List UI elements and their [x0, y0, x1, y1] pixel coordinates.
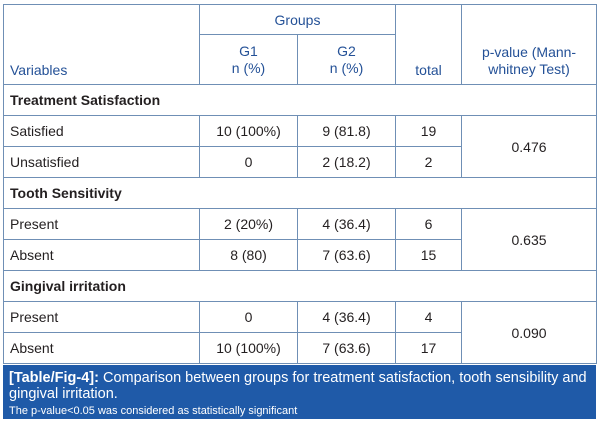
- section-row: Treatment Satisfaction: [2, 84, 598, 116]
- header-g1-line1: G1: [239, 42, 258, 59]
- row-label: Absent: [3, 239, 200, 271]
- section-title: Treatment Satisfaction: [2, 84, 598, 116]
- table-row: Present 2 (20%) 4 (36.4) 6 0.635: [3, 208, 598, 271]
- cell-g2: 7 (63.6): [296, 332, 397, 364]
- table-row: Present 0 4 (36.4) 4 0.090: [3, 301, 598, 364]
- section-title: Gingival irritation: [2, 270, 598, 302]
- cell-total: 4: [395, 301, 463, 333]
- row-label: Satisfied: [3, 115, 200, 147]
- caption-note: The p-value<0.05 was considered as stati…: [9, 405, 298, 417]
- cell-g2: 2 (18.2): [296, 146, 397, 178]
- header-groups: Groups: [198, 4, 397, 35]
- cell-g2: 9 (81.8): [296, 115, 397, 147]
- caption-text: Comparison between groups for treatment …: [9, 370, 587, 402]
- header-pvalue: p-value (Mann- whitney Test): [461, 4, 598, 85]
- cell-g2: 7 (63.6): [296, 239, 397, 271]
- table-row: Satisfied 10 (100%) 9 (81.8) 19 0.476: [3, 115, 598, 178]
- table-row: Absent 8 (80) 7 (63.6) 15: [3, 239, 597, 271]
- header-g2-line2: n (%): [329, 59, 364, 76]
- header-g1: G1 n (%): [199, 34, 298, 85]
- table-row: Absent 10 (100%) 7 (63.6) 17: [3, 332, 597, 364]
- row-label: Absent: [3, 332, 200, 364]
- table-figure: Variables Groups total p-value (Mann- wh…: [2, 4, 598, 429]
- cell-g1: 8 (80): [199, 239, 298, 271]
- header-g1-line2: n (%): [231, 59, 266, 76]
- section-row: Tooth Sensitivity: [2, 177, 598, 209]
- row-label: Unsatisfied: [3, 146, 200, 178]
- cell-g1: 10 (100%): [199, 115, 298, 147]
- row-label: Present: [3, 301, 200, 333]
- cell-g1: 10 (100%): [199, 332, 298, 364]
- cell-pvalue: 0.476: [461, 115, 598, 178]
- cell-total: 17: [395, 332, 463, 364]
- figure-caption: [Table/Fig-4]: Comparison between groups…: [3, 365, 596, 419]
- header-variables: Variables: [3, 4, 200, 85]
- section-title: Tooth Sensitivity: [2, 177, 598, 209]
- cell-g1: 2 (20%): [199, 208, 298, 240]
- header-pvalue-line1: p-value (Mann-: [481, 44, 577, 60]
- comparison-table: Variables Groups total p-value (Mann- wh…: [2, 4, 598, 364]
- header-g2-line1: G2: [337, 42, 356, 59]
- caption-label: [Table/Fig-4]:: [9, 370, 99, 386]
- row-label: Present: [3, 208, 200, 240]
- cell-total: 6: [395, 208, 463, 240]
- header-pvalue-line2: whitney Test): [488, 61, 570, 77]
- cell-pvalue: 0.090: [461, 301, 598, 364]
- header-g2: G2 n (%): [296, 34, 397, 85]
- section-row: Gingival irritation: [2, 270, 598, 302]
- header-total: total: [395, 4, 463, 85]
- cell-g1: 0: [199, 301, 298, 333]
- header-row-top: Variables Groups total p-value (Mann- wh…: [3, 4, 598, 85]
- cell-total: 15: [395, 239, 463, 271]
- cell-g1: 0: [199, 146, 298, 178]
- header-row-bottom: G1 n (%) G2 n (%): [4, 34, 597, 85]
- cell-pvalue: 0.635: [461, 208, 598, 271]
- caption-main: [Table/Fig-4]: Comparison between groups…: [9, 370, 590, 402]
- cell-g2: 4 (36.4): [296, 208, 397, 240]
- table-row: Unsatisfied 0 2 (18.2) 2: [3, 146, 597, 178]
- cell-total: 2: [395, 146, 463, 178]
- cell-g2: 4 (36.4): [296, 301, 397, 333]
- cell-total: 19: [395, 115, 463, 147]
